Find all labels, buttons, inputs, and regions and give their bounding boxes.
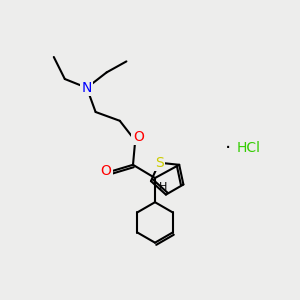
Text: S: S [155, 156, 164, 170]
Text: O: O [133, 130, 144, 144]
Text: O: O [100, 164, 111, 178]
Text: HCl: HCl [237, 141, 261, 155]
Text: ·: · [225, 139, 231, 158]
Text: N: N [82, 81, 92, 95]
Text: H: H [159, 182, 167, 192]
